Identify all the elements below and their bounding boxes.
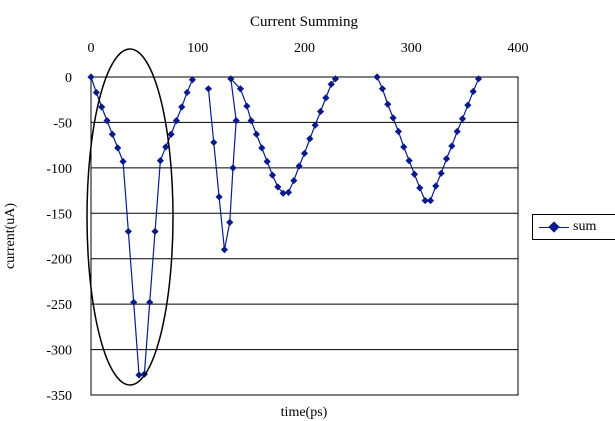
data-point [384,100,392,108]
data-point [236,85,245,93]
data-point [453,127,461,136]
data-point [162,143,170,151]
data-point [274,183,282,191]
y-tick-labels: 0 -50 -100 -150 -200 -250 -300 -350 [46,71,72,404]
data-point [135,371,143,379]
data-point [416,184,424,192]
y-axis-label: current(uA) [3,203,18,269]
data-point [183,88,191,97]
data-point [268,171,277,179]
y-tick-label: -200 [46,253,72,268]
data-point [322,94,330,102]
data-point [243,102,251,110]
series-line [207,77,336,250]
data-point [437,169,445,177]
data-point [98,103,106,111]
data-point [172,117,180,125]
x-tick-label: 100 [187,41,208,56]
series-line [376,76,480,202]
data-point [378,85,387,93]
y-tick-label: -100 [46,162,72,177]
data-point [114,144,122,152]
data-point [146,298,154,306]
data-point [130,298,138,306]
data-point [311,121,319,129]
x-axis-label: time(ps) [281,405,328,420]
data-point [167,130,175,138]
data-point [87,73,95,81]
data-point [215,193,223,201]
data-point [331,75,340,83]
data-point [258,144,266,152]
data-point [442,155,451,163]
data-point [229,164,237,172]
data-point [252,130,261,138]
data-point [226,218,234,226]
data-point [410,170,419,178]
data-point [124,227,132,236]
y-tick-label: -250 [46,298,72,313]
data-point [394,127,403,136]
data-point [426,196,435,205]
x-tick-label: 400 [508,41,529,56]
data-point [316,107,325,116]
x-tick-label: 300 [401,41,422,56]
y-tick-label: -300 [46,344,72,359]
data-point [389,114,397,122]
chart-title: Current Summing [250,14,358,30]
data-point [284,188,293,196]
data-point [405,156,413,165]
data-point [327,80,335,88]
data-point [204,85,213,93]
y-tick-label: 0 [65,71,72,86]
data-point [421,196,429,205]
y-tick-label: -350 [46,389,72,404]
x-tick-label: 0 [88,41,95,56]
plot-area [90,76,519,396]
data-point [178,103,186,111]
data-point [290,176,298,185]
data-point [151,227,159,236]
data-point [458,115,467,123]
data-point [247,117,255,125]
data-point [156,156,164,165]
data-point [263,157,271,166]
data-point [295,162,303,170]
data-point [188,76,197,84]
legend: sum [532,214,615,240]
data-point [464,101,472,109]
series-sum [87,73,483,379]
gridlines [91,76,518,396]
data-point [306,135,314,143]
data-point [227,75,235,83]
data-point [210,138,218,147]
data-point [432,182,440,190]
x-tick-label: 200 [294,41,315,56]
legend-label-sum: sum [573,219,597,234]
data-point [474,75,483,83]
data-point [108,130,116,138]
data-point [400,143,408,151]
data-point [300,149,309,157]
data-point [103,117,111,125]
x-tick-labels: 0 100 200 300 400 [88,41,529,56]
y-tick-label: -50 [53,116,72,131]
data-point [448,142,456,150]
y-tick-label: -150 [46,207,72,222]
data-point [232,117,240,125]
data-point [469,87,477,96]
data-point [119,157,127,166]
data-point [373,73,381,81]
legend-marker-icon [548,221,560,233]
highlight-ellipse [86,48,174,386]
data-point [279,189,287,197]
data-point [220,246,229,254]
data-point [92,88,100,97]
